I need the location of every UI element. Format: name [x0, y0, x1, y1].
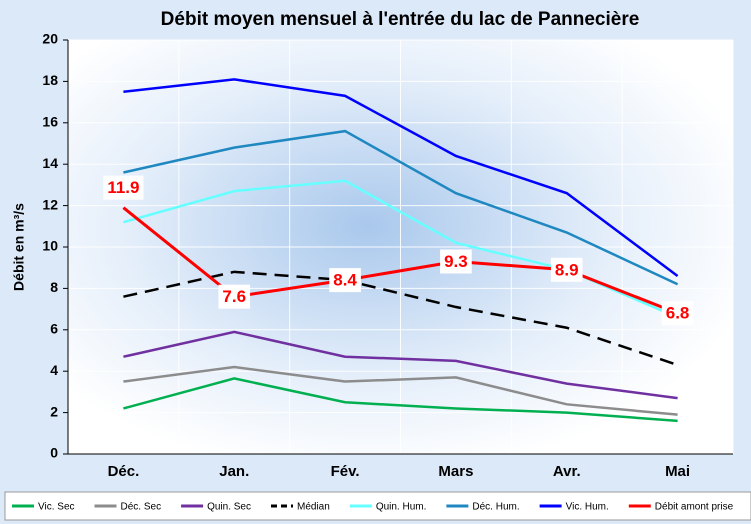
data-label: 8.9	[555, 260, 579, 279]
x-tick-label: Mars	[438, 463, 473, 480]
chart-title: Débit moyen mensuel à l'entrée du lac de…	[161, 9, 640, 30]
legend-label: Vic. Sec	[38, 502, 75, 513]
y-tick-label: 14	[42, 155, 58, 171]
y-tick-label: 18	[42, 72, 58, 88]
data-label: 11.9	[107, 178, 139, 197]
series-line	[123, 330, 678, 400]
legend-label: Vic. Hum.	[566, 502, 609, 513]
data-label: 9.3	[444, 252, 468, 271]
data-label-box	[329, 268, 361, 293]
x-tick-label: Mai	[665, 463, 690, 480]
legend-label: Déc. Sec	[121, 502, 162, 513]
y-axis-label: Débit en m³/s	[11, 203, 27, 291]
legend	[4, 491, 751, 521]
legend-label: Médian	[297, 502, 330, 513]
data-label-box	[550, 257, 583, 282]
x-tick-label: Jan.	[219, 463, 249, 480]
series-line	[123, 377, 678, 423]
y-tick-label: 8	[50, 279, 58, 295]
legend-label: Débit amont prise	[655, 502, 734, 513]
data-label-box	[103, 175, 144, 200]
y-tick-label: 10	[42, 238, 58, 254]
data-label: 7.6	[222, 287, 246, 306]
series-line	[122, 206, 679, 315]
x-tick-label: Avr.	[553, 463, 581, 480]
data-label-box	[661, 301, 694, 326]
series-line	[123, 78, 679, 277]
series-line	[123, 365, 678, 416]
data-label-box	[440, 249, 472, 274]
y-tick-label: 6	[50, 321, 58, 337]
x-tick-label: Déc.	[108, 463, 140, 480]
data-label: 6.8	[666, 304, 690, 323]
legend-label: Déc. Hum.	[472, 502, 519, 513]
x-tick-label: Fév.	[331, 463, 360, 480]
y-tick-label: 16	[42, 114, 58, 130]
data-label: 8.4	[333, 271, 357, 290]
data-label-box	[218, 284, 251, 309]
y-tick-label: 2	[50, 403, 58, 419]
y-tick-label: 20	[42, 31, 58, 47]
legend-label: Quin. Sec	[207, 502, 251, 513]
y-tick-label: 12	[42, 196, 58, 212]
series-line	[123, 270, 678, 367]
legend-label: Quin. Hum.	[376, 502, 427, 513]
y-tick-label: 4	[50, 362, 58, 378]
series-line	[123, 129, 679, 286]
y-tick-label: 0	[50, 445, 58, 461]
